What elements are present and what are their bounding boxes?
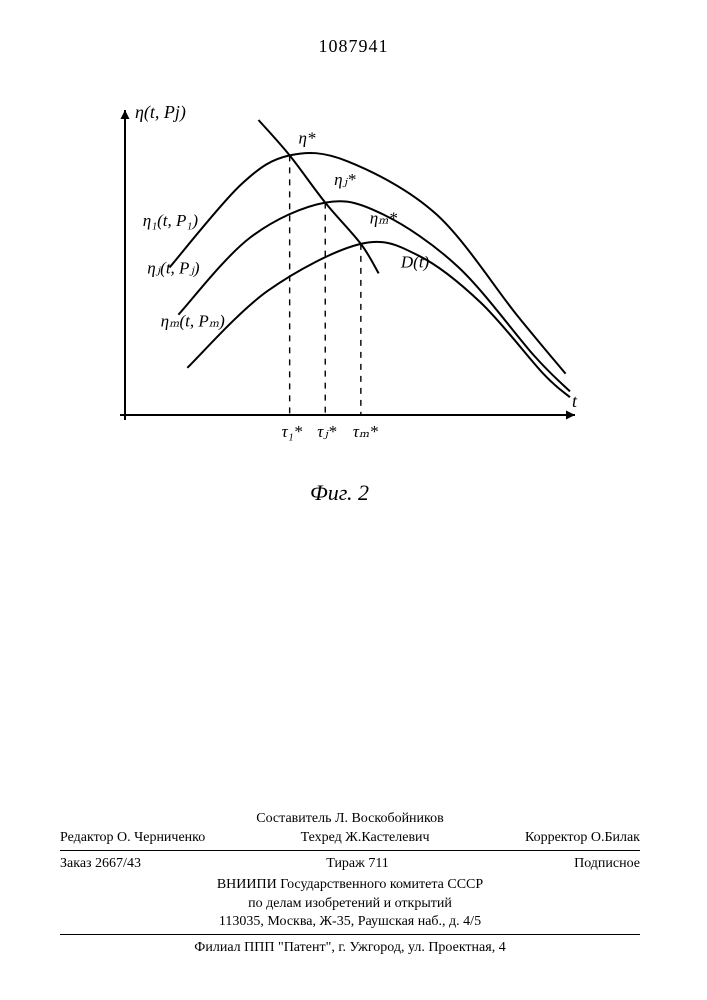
svg-text:τₘ*: τₘ* (353, 422, 379, 441)
corrector: Корректор О.Билак (525, 829, 640, 848)
svg-text:η(t, Pj): η(t, Pj) (135, 102, 186, 123)
svg-text:t: t (572, 391, 578, 411)
svg-text:η₁(t, P₁): η₁(t, P₁) (143, 211, 199, 230)
svg-text:τ₁*: τ₁* (282, 422, 303, 441)
svg-text:ηⱼ(t, Pⱼ): ηⱼ(t, Pⱼ) (147, 258, 200, 277)
footer-block: Составитель Л. Воскобойников Редактор О.… (60, 810, 640, 958)
svg-text:τⱼ*: τⱼ* (317, 422, 337, 441)
compositor-line: Составитель Л. Воскобойников (60, 810, 640, 829)
branch: Филиал ППП "Патент", г. Ужгород, ул. Про… (60, 939, 640, 958)
tech-editor: Техред Ж.Кастелевич (301, 829, 430, 848)
patent-number: 1087941 (0, 36, 707, 57)
svg-text:ηⱼ*: ηⱼ* (334, 170, 356, 189)
divider (60, 850, 640, 851)
chart-figure: η(t, Pj) t η₁(t, P₁) η* ηⱼ(t, Pⱼ) ηⱼ* ηₘ(t, Pₘ… (70, 100, 590, 460)
institution-1: ВНИИПИ Государственного комитета СССР (60, 876, 640, 895)
address-1: 113035, Москва, Ж-35, Раушская наб., д. … (60, 913, 640, 932)
subscription: Подписное (574, 855, 640, 874)
circulation: Тираж 711 (326, 855, 389, 874)
svg-text:ηₘ(t, Pₘ): ηₘ(t, Pₘ) (161, 312, 226, 331)
svg-text:ηₘ*: ηₘ* (370, 208, 398, 227)
editor-label: Редактор О. Черниченко (60, 829, 205, 848)
svg-text:D(t): D(t) (400, 253, 430, 272)
order-line: Заказ 2667/43 (60, 855, 141, 874)
institution-2: по делам изобретений и открытий (60, 895, 640, 914)
divider (60, 934, 640, 935)
svg-text:η*: η* (299, 129, 316, 148)
figure-caption: Фиг. 2 (310, 480, 369, 506)
